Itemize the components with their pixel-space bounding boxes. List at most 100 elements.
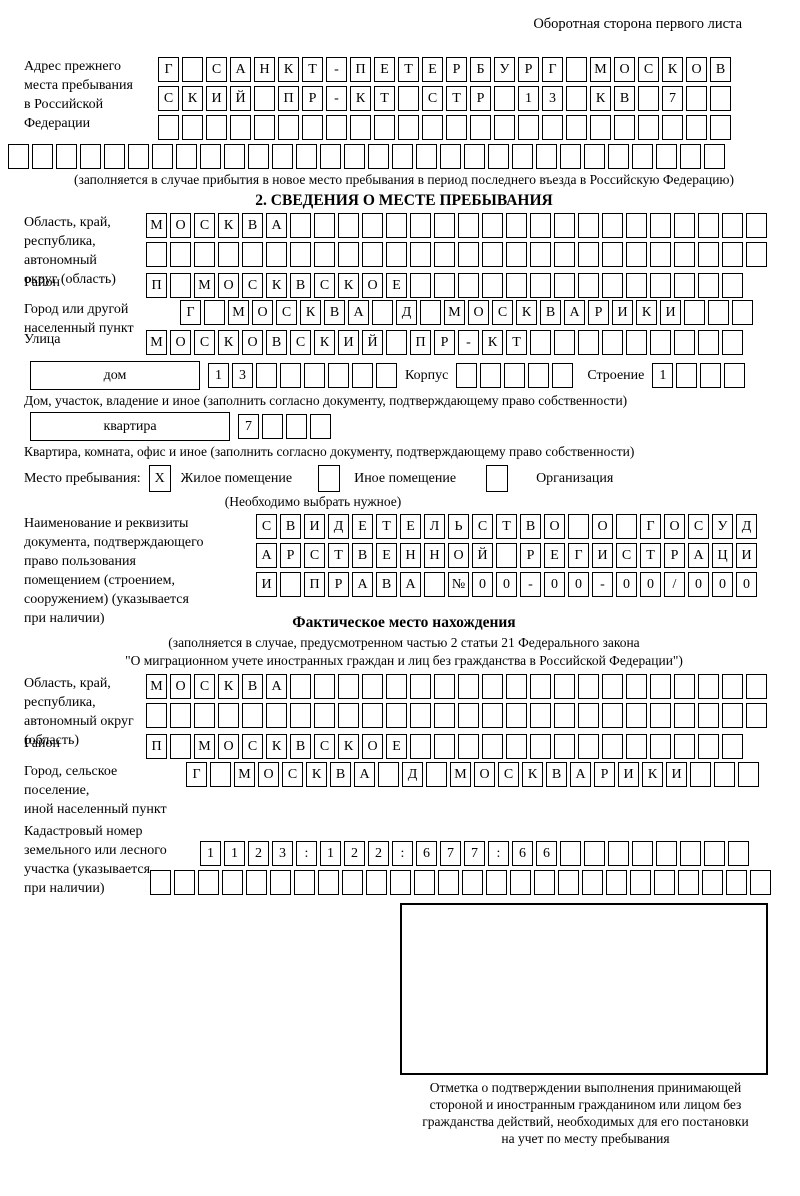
char-cell[interactable] — [578, 703, 599, 728]
char-cell[interactable] — [506, 703, 527, 728]
char-cell[interactable] — [632, 841, 653, 866]
factual-oblast-row-2[interactable] — [146, 703, 767, 728]
char-cell[interactable]: Д — [396, 300, 417, 325]
char-cell[interactable]: Г — [186, 762, 207, 787]
char-cell[interactable] — [630, 870, 651, 895]
kadastr-row-2[interactable] — [150, 870, 771, 895]
char-cell[interactable] — [342, 870, 363, 895]
char-cell[interactable] — [366, 870, 387, 895]
char-cell[interactable] — [378, 762, 399, 787]
char-cell[interactable] — [230, 115, 251, 140]
char-cell[interactable] — [410, 213, 431, 238]
char-cell[interactable] — [626, 213, 647, 238]
char-cell[interactable] — [254, 86, 275, 111]
char-cell[interactable]: В — [280, 514, 301, 539]
char-cell[interactable]: К — [182, 86, 203, 111]
char-cell[interactable] — [530, 674, 551, 699]
char-cell[interactable]: Ь — [448, 514, 469, 539]
char-cell[interactable] — [686, 86, 707, 111]
char-cell[interactable]: Т — [506, 330, 527, 355]
char-cell[interactable] — [722, 273, 743, 298]
char-cell[interactable] — [104, 144, 125, 169]
char-cell[interactable]: К — [314, 330, 335, 355]
char-cell[interactable] — [278, 115, 299, 140]
char-cell[interactable] — [504, 363, 526, 388]
char-cell[interactable]: Е — [544, 543, 565, 568]
char-cell[interactable]: С — [256, 514, 277, 539]
char-cell[interactable] — [626, 242, 647, 267]
char-cell[interactable]: М — [444, 300, 465, 325]
char-cell[interactable]: 1 — [208, 363, 229, 388]
char-cell[interactable]: С — [206, 57, 227, 82]
char-cell[interactable]: А — [688, 543, 709, 568]
char-cell[interactable]: К — [266, 734, 287, 759]
char-cell[interactable]: Й — [472, 543, 493, 568]
char-cell[interactable]: 7 — [464, 841, 485, 866]
char-cell[interactable] — [512, 144, 533, 169]
char-cell[interactable] — [506, 213, 527, 238]
char-cell[interactable]: 2 — [344, 841, 365, 866]
char-cell[interactable] — [602, 242, 623, 267]
char-cell[interactable]: К — [300, 300, 321, 325]
char-cell[interactable] — [426, 762, 447, 787]
char-cell[interactable] — [440, 144, 461, 169]
char-cell[interactable]: 6 — [416, 841, 437, 866]
char-cell[interactable]: / — [664, 572, 685, 597]
char-cell[interactable]: - — [458, 330, 479, 355]
char-cell[interactable] — [254, 115, 275, 140]
char-cell[interactable]: Т — [496, 514, 517, 539]
char-cell[interactable]: Р — [470, 86, 491, 111]
char-cell[interactable]: Р — [588, 300, 609, 325]
char-cell[interactable] — [566, 86, 587, 111]
char-cell[interactable]: : — [296, 841, 317, 866]
char-cell[interactable] — [626, 674, 647, 699]
char-cell[interactable]: И — [206, 86, 227, 111]
char-cell[interactable] — [434, 273, 455, 298]
char-cell[interactable]: С — [314, 273, 335, 298]
char-cell[interactable]: 0 — [568, 572, 589, 597]
char-cell[interactable]: 1 — [518, 86, 539, 111]
char-cell[interactable]: 3 — [542, 86, 563, 111]
char-cell[interactable] — [554, 330, 575, 355]
char-cell[interactable] — [350, 115, 371, 140]
char-cell[interactable] — [626, 273, 647, 298]
char-cell[interactable]: 6 — [536, 841, 557, 866]
char-cell[interactable] — [272, 144, 293, 169]
char-cell[interactable]: Р — [520, 543, 541, 568]
char-cell[interactable] — [698, 273, 719, 298]
char-cell[interactable] — [746, 703, 767, 728]
char-cell[interactable] — [554, 734, 575, 759]
char-cell[interactable]: М — [194, 273, 215, 298]
char-cell[interactable] — [398, 86, 419, 111]
prev-address-row-4[interactable] — [8, 144, 800, 169]
char-cell[interactable]: Г — [568, 543, 589, 568]
char-cell[interactable]: Т — [374, 86, 395, 111]
char-cell[interactable]: В — [330, 762, 351, 787]
char-cell[interactable] — [302, 115, 323, 140]
char-cell[interactable] — [608, 841, 629, 866]
char-cell[interactable] — [328, 363, 349, 388]
char-cell[interactable]: 7 — [440, 841, 461, 866]
char-cell[interactable]: 7 — [662, 86, 683, 111]
char-cell[interactable] — [602, 273, 623, 298]
char-cell[interactable] — [314, 213, 335, 238]
char-cell[interactable] — [496, 543, 517, 568]
char-cell[interactable]: И — [666, 762, 687, 787]
char-cell[interactable] — [170, 734, 191, 759]
char-cell[interactable] — [338, 674, 359, 699]
char-cell[interactable]: 7 — [238, 414, 259, 439]
char-cell[interactable] — [686, 115, 707, 140]
char-cell[interactable]: Г — [542, 57, 563, 82]
char-cell[interactable] — [174, 870, 195, 895]
char-cell[interactable] — [374, 115, 395, 140]
char-cell[interactable]: М — [194, 734, 215, 759]
oblast-row-2[interactable] — [146, 242, 767, 267]
char-cell[interactable] — [434, 213, 455, 238]
char-cell[interactable]: О — [544, 514, 565, 539]
char-cell[interactable]: Е — [374, 57, 395, 82]
char-cell[interactable] — [422, 115, 443, 140]
char-cell[interactable] — [518, 115, 539, 140]
char-cell[interactable]: С — [276, 300, 297, 325]
